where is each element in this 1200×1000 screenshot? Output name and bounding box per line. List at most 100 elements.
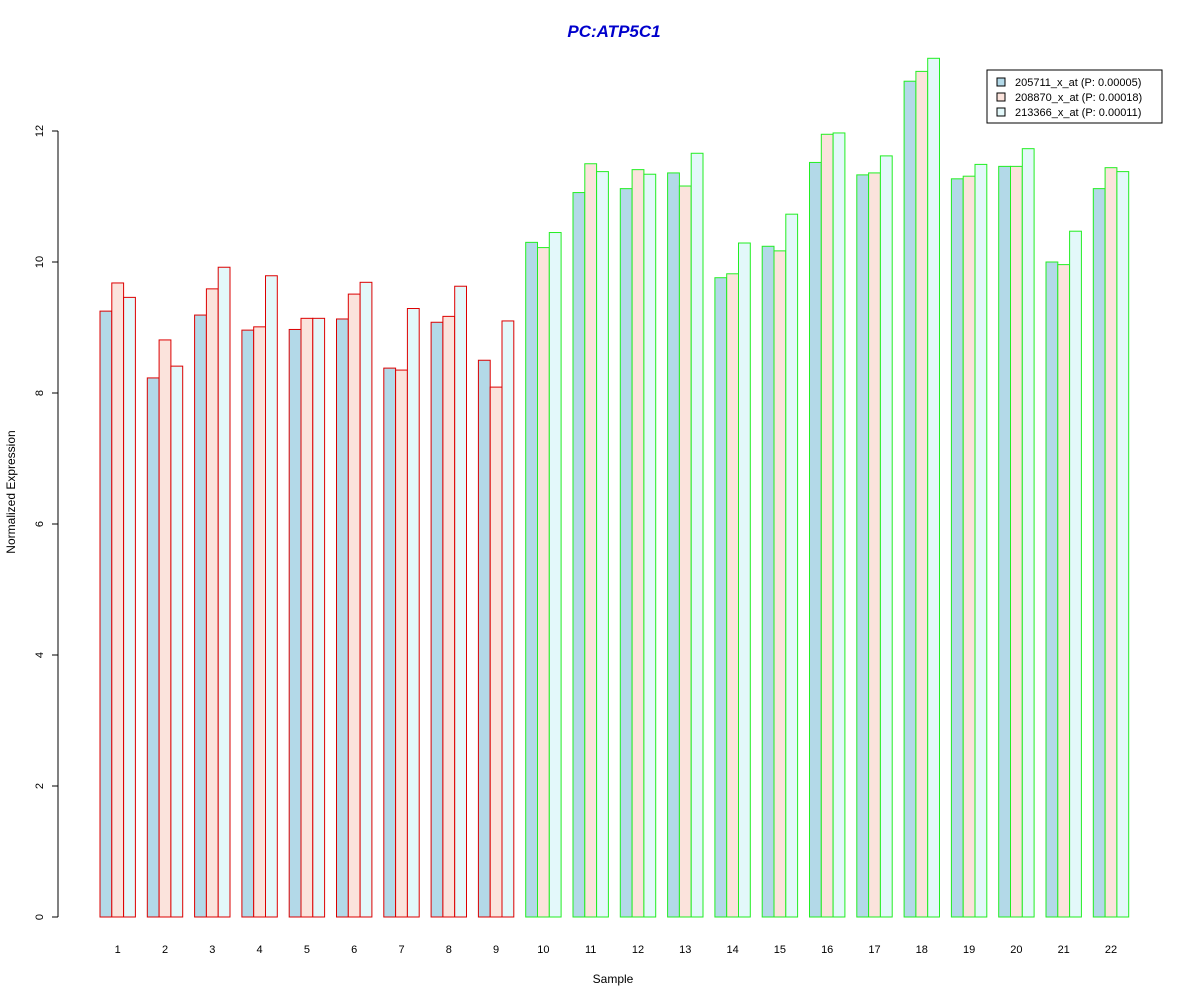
bar — [927, 57, 941, 918]
bar — [678, 185, 692, 918]
bar — [395, 369, 408, 918]
bar — [667, 172, 680, 918]
bar — [336, 318, 349, 918]
x-axis-label: Sample — [593, 972, 634, 986]
bar — [1021, 148, 1035, 918]
bar — [241, 329, 255, 918]
bar — [194, 314, 207, 918]
legend-box — [986, 69, 1163, 124]
bar — [773, 250, 787, 918]
bar — [383, 367, 397, 918]
bar — [915, 70, 929, 918]
bars — [99, 57, 1130, 918]
bar — [312, 317, 326, 918]
y-tick-label: 12 — [34, 125, 46, 137]
bar — [406, 308, 420, 918]
bar — [1045, 261, 1059, 918]
bar — [123, 296, 136, 918]
x-tick-label: 8 — [446, 944, 452, 956]
bar — [879, 155, 893, 918]
bar — [903, 80, 917, 918]
bar — [572, 192, 586, 918]
bar — [501, 320, 515, 918]
bar — [1092, 188, 1106, 918]
y-tick-label: 8 — [34, 390, 46, 396]
legend-swatch — [996, 92, 1006, 102]
bar — [548, 232, 562, 918]
y-tick-label: 2 — [34, 783, 46, 789]
x-tick-label: 18 — [916, 944, 928, 956]
bar — [962, 175, 976, 918]
bar — [820, 133, 834, 918]
bar — [265, 275, 278, 918]
bar — [761, 245, 775, 918]
x-tick-label: 20 — [1010, 944, 1022, 956]
x-tick-label: 6 — [351, 944, 357, 956]
y-tick-label: 4 — [34, 652, 46, 658]
x-tick-label: 14 — [726, 944, 738, 956]
bar — [643, 173, 657, 918]
x-tick-label: 10 — [537, 944, 549, 956]
bar — [300, 317, 314, 918]
bar — [856, 174, 870, 918]
x-tick-label: 4 — [257, 944, 263, 956]
x-tick-label: 7 — [398, 944, 404, 956]
bar — [99, 310, 113, 918]
x-tick-label: 3 — [209, 944, 215, 956]
y-axis-label: Normalized Expression — [4, 430, 18, 553]
bar — [205, 288, 219, 918]
y-tick-label: 6 — [34, 521, 46, 527]
bar — [359, 281, 373, 918]
legend: 205711_x_at (P: 0.00005) 208870_x_at (P: … — [986, 69, 1163, 124]
bar — [1069, 230, 1082, 918]
x-tick-label: 17 — [868, 944, 880, 956]
bar — [1010, 165, 1023, 918]
bar — [584, 163, 598, 918]
x-tick-label: 2 — [162, 944, 168, 956]
bar — [690, 152, 704, 918]
bar — [253, 326, 266, 918]
bar — [714, 277, 728, 918]
bar — [288, 328, 302, 918]
bar — [477, 359, 491, 918]
bar — [738, 242, 751, 918]
bar — [868, 172, 881, 918]
x-tick-label: 5 — [304, 944, 310, 956]
bar — [146, 377, 160, 918]
legend-entry: 208870_x_at (P: 0.00018) — [1015, 92, 1142, 104]
chart-title: PC:ATP5C1 — [567, 22, 660, 41]
bar — [158, 339, 172, 918]
legend-swatch — [996, 77, 1006, 87]
bar — [1116, 171, 1130, 918]
y-axis: 0 2 4 6 8 10 12 — [34, 125, 59, 920]
bar — [596, 171, 609, 918]
x-tick-label: 13 — [679, 944, 691, 956]
bar — [347, 293, 361, 918]
legend-entry: 213366_x_at (P: 0.00011) — [1015, 107, 1141, 119]
bar — [217, 266, 231, 918]
y-tick-label: 10 — [34, 256, 46, 268]
legend-swatch — [996, 107, 1006, 117]
bar — [726, 273, 740, 918]
x-tick-label: 12 — [632, 944, 644, 956]
bar — [454, 285, 468, 918]
bar — [537, 247, 550, 918]
x-tick-label: 9 — [493, 944, 499, 956]
bar — [832, 132, 846, 918]
bar — [619, 188, 633, 918]
x-tick-label: 22 — [1105, 944, 1117, 956]
bar — [430, 321, 444, 918]
bar — [1104, 167, 1118, 918]
bar — [998, 165, 1012, 918]
bar — [525, 241, 539, 918]
bar — [442, 315, 456, 918]
bar — [1057, 264, 1071, 918]
bar — [974, 163, 988, 918]
bar — [809, 161, 822, 918]
bar — [631, 169, 645, 918]
x-tick-label: 15 — [774, 944, 786, 956]
bar — [111, 282, 125, 918]
bar — [489, 386, 503, 918]
x-tick-label: 1 — [115, 944, 121, 956]
